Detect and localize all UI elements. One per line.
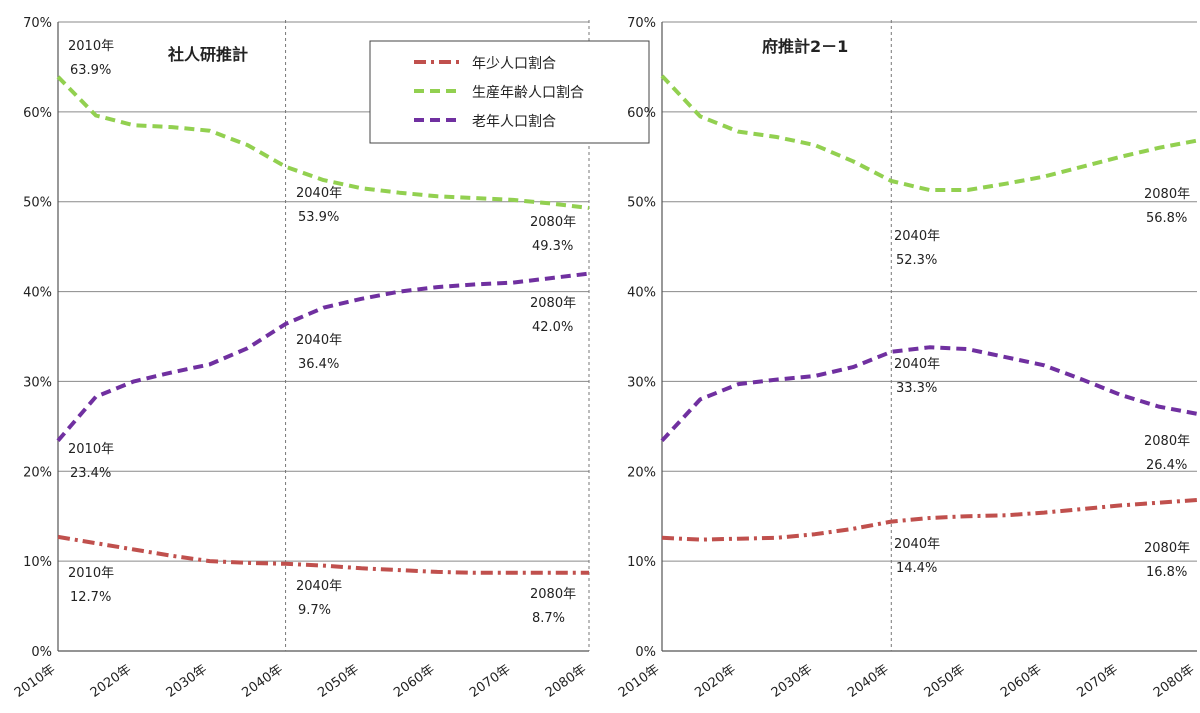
y-tick-label: 50%: [627, 196, 656, 211]
annotation-value: 53.9%: [298, 210, 339, 225]
annotation-year: 2010年: [68, 442, 114, 457]
annotation-value: 52.3%: [896, 253, 937, 268]
x-tick-label: 2010年: [616, 662, 662, 701]
legend-label: 老年人口割合: [472, 113, 556, 130]
annotation-year: 2040年: [296, 579, 342, 594]
y-tick-label: 30%: [23, 375, 52, 390]
annotation-value: 36.4%: [298, 357, 339, 372]
annotation-value: 56.8%: [1146, 211, 1187, 226]
annotation-year: 2010年: [68, 39, 114, 54]
y-tick-label: 70%: [627, 16, 656, 31]
y-tick-label: 0%: [635, 645, 656, 660]
x-tick-label: 2020年: [692, 662, 738, 701]
legend-label: 年少人口割合: [472, 55, 556, 72]
y-tick-label: 20%: [627, 465, 656, 480]
annotation-year: 2080年: [530, 215, 576, 230]
y-tick-label: 20%: [23, 465, 52, 480]
chart-title: 府推計2－1: [762, 37, 848, 56]
x-tick-label: 2060年: [391, 662, 437, 701]
legend-label: 生産年齢人口割合: [472, 84, 584, 101]
series-line: [660, 345, 1198, 443]
y-tick-label: 70%: [23, 16, 52, 31]
annotation-value: 49.3%: [532, 239, 573, 254]
x-tick-label: 2050年: [315, 662, 361, 701]
annotation-value: 33.3%: [896, 381, 937, 396]
series-line: [56, 271, 590, 443]
annotation-value: 14.4%: [896, 561, 937, 576]
y-tick-label: 60%: [23, 106, 52, 121]
x-tick-label: 2060年: [998, 662, 1044, 701]
annotation-year: 2080年: [1144, 541, 1190, 556]
x-tick-label: 2010年: [12, 662, 58, 701]
x-tick-label: 2080年: [1151, 662, 1197, 701]
chart-title: 社人研推計: [167, 45, 248, 64]
annotation-year: 2040年: [894, 357, 940, 372]
annotation-year: 2080年: [530, 296, 576, 311]
chart-panel-2: 0% 10% 20% 30% 40% 50% 60% 70% 2010年 2020年 2030年 20…: [616, 16, 1198, 701]
series-line: [661, 498, 1198, 542]
series-line: [56, 75, 590, 210]
annotation-value: 12.7%: [70, 590, 111, 605]
x-tick-label: 2070年: [467, 662, 513, 701]
y-tick-label: 0%: [31, 645, 52, 660]
annotation-value: 9.7%: [298, 603, 331, 618]
annotation-year: 2040年: [296, 186, 342, 201]
annotation-year: 2080年: [1144, 187, 1190, 202]
annotation-value: 23.4%: [70, 466, 111, 481]
chart-panel-1: 0% 10% 20% 30% 40% 50% 60% 70% 2010年 2020年 2030年 20…: [12, 16, 650, 701]
x-tick-label: 2040年: [845, 662, 891, 701]
annotation-year: 2040年: [894, 537, 940, 552]
y-tick-label: 10%: [627, 555, 656, 570]
annotation-year: 2040年: [296, 333, 342, 348]
annotation-value: 16.8%: [1146, 565, 1187, 580]
annotation-year: 2040年: [894, 229, 940, 244]
annotation-year: 2010年: [68, 566, 114, 581]
x-tick-label: 2030年: [164, 662, 210, 701]
annotation-value: 26.4%: [1146, 458, 1187, 473]
x-tick-label: 2030年: [769, 662, 815, 701]
annotation-year: 2080年: [1144, 434, 1190, 449]
y-tick-label: 60%: [627, 106, 656, 121]
x-tick-label: 2040年: [240, 662, 286, 701]
y-tick-label: 30%: [627, 375, 656, 390]
annotation-year: 2080年: [530, 587, 576, 602]
annotation-value: 8.7%: [532, 611, 565, 626]
y-tick-label: 40%: [627, 286, 656, 301]
x-tick-label: 2070年: [1075, 662, 1121, 701]
annotation-value: 63.9%: [70, 63, 111, 78]
x-tick-label: 2020年: [88, 662, 134, 701]
x-tick-label: 2080年: [543, 662, 589, 701]
y-tick-label: 10%: [23, 555, 52, 570]
y-tick-label: 40%: [23, 286, 52, 301]
annotation-value: 42.0%: [532, 320, 573, 335]
series-line: [660, 74, 1198, 192]
y-tick-label: 50%: [23, 196, 52, 211]
x-tick-label: 2050年: [922, 662, 968, 701]
series-line: [57, 534, 589, 575]
